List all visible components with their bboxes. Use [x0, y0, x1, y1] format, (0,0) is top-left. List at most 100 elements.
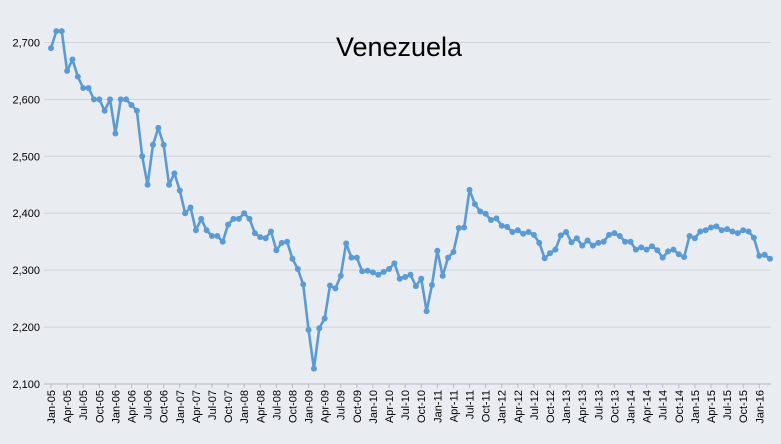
y-tick-label: 2,500 — [12, 151, 40, 163]
data-point — [514, 227, 521, 234]
data-point — [702, 227, 709, 234]
x-tick-label: Apr-12 — [513, 390, 525, 423]
x-tick-label: Oct-10 — [416, 390, 428, 423]
x-tick-label: Jul-13 — [593, 390, 605, 420]
x-tick-label: Jan-15 — [690, 390, 702, 424]
data-point — [654, 247, 661, 254]
data-point — [434, 247, 441, 254]
data-point — [530, 231, 537, 238]
x-tick-label: Jul-06 — [143, 390, 155, 420]
x-tick-label: Apr-13 — [577, 390, 589, 423]
data-point — [450, 248, 457, 255]
data-point — [230, 215, 237, 222]
x-tick-label: Apr-09 — [320, 390, 332, 423]
data-point — [670, 246, 677, 253]
data-point — [638, 244, 645, 251]
data-point — [391, 260, 398, 267]
x-tick-label: Apr-06 — [126, 390, 138, 423]
data-point — [166, 181, 173, 188]
data-point — [267, 228, 274, 235]
y-tick-label: 2,700 — [12, 37, 40, 49]
data-point — [697, 228, 704, 235]
data-point — [493, 215, 500, 222]
data-point — [729, 228, 736, 235]
data-point — [48, 45, 54, 52]
data-point — [541, 255, 548, 262]
data-point — [128, 102, 135, 109]
data-point — [734, 230, 741, 237]
axes — [44, 383, 771, 388]
data-point — [750, 234, 757, 241]
x-tick-label: Oct-09 — [352, 390, 364, 423]
x-tick-label: Jul-07 — [207, 390, 219, 420]
data-point — [241, 210, 248, 217]
data-point — [262, 235, 269, 242]
data-point — [343, 240, 350, 247]
data-point — [659, 254, 666, 261]
x-tick-label: Apr-08 — [255, 390, 267, 423]
data-point — [648, 243, 655, 250]
data-point — [171, 170, 178, 177]
data-point — [428, 281, 435, 288]
data-point — [278, 239, 285, 246]
data-point — [396, 275, 403, 282]
data-point — [573, 235, 580, 242]
x-tick-label: Oct-05 — [94, 390, 106, 423]
data-point — [160, 141, 167, 148]
data-point — [589, 242, 596, 249]
data-point — [745, 228, 752, 235]
data-point — [203, 227, 210, 234]
data-point — [369, 269, 376, 276]
data-point — [90, 96, 97, 103]
data-point — [294, 266, 301, 273]
data-point — [557, 232, 564, 239]
data-point — [235, 215, 242, 222]
data-point — [123, 96, 130, 103]
series-venezuela — [48, 28, 773, 372]
x-tick-label: Apr-07 — [191, 390, 203, 423]
data-point — [616, 233, 623, 239]
chart-title: Venezuela — [336, 32, 463, 62]
data-point — [724, 226, 731, 233]
data-point — [353, 254, 360, 261]
data-point — [643, 246, 650, 253]
data-point — [606, 231, 613, 238]
data-point — [466, 186, 473, 193]
data-point — [423, 308, 430, 315]
data-point — [133, 107, 140, 114]
x-tick-label: Oct-11 — [481, 390, 493, 422]
data-point — [155, 124, 162, 131]
data-point — [375, 271, 382, 278]
data-point — [407, 271, 414, 278]
data-point — [402, 273, 409, 280]
data-point — [455, 225, 462, 232]
data-point — [74, 73, 81, 80]
data-point — [525, 229, 532, 236]
data-point — [85, 85, 92, 91]
data-point — [761, 251, 768, 258]
x-tick-label: Jan-13 — [561, 390, 573, 424]
data-point — [622, 238, 629, 245]
x-tick-label: Apr-11 — [448, 390, 460, 422]
x-tick-label: Oct-08 — [287, 390, 299, 423]
x-tick-label: Jul-14 — [658, 390, 670, 420]
data-point — [681, 254, 688, 261]
data-point — [198, 215, 205, 222]
x-tick-label: Jul-05 — [78, 390, 90, 420]
x-tick-label: Apr-05 — [62, 390, 74, 423]
data-point — [80, 85, 87, 91]
data-point — [316, 325, 323, 332]
x-tick-label: Apr-10 — [384, 390, 396, 423]
x-tick-label: Jul-09 — [336, 390, 348, 420]
data-point — [439, 272, 446, 279]
data-point — [348, 254, 355, 261]
data-point — [101, 107, 108, 114]
data-point — [337, 272, 344, 279]
data-point — [332, 285, 339, 292]
data-point — [536, 239, 543, 246]
data-point — [117, 96, 124, 103]
data-point — [595, 239, 602, 246]
data-point — [461, 224, 468, 231]
data-point — [69, 56, 76, 63]
